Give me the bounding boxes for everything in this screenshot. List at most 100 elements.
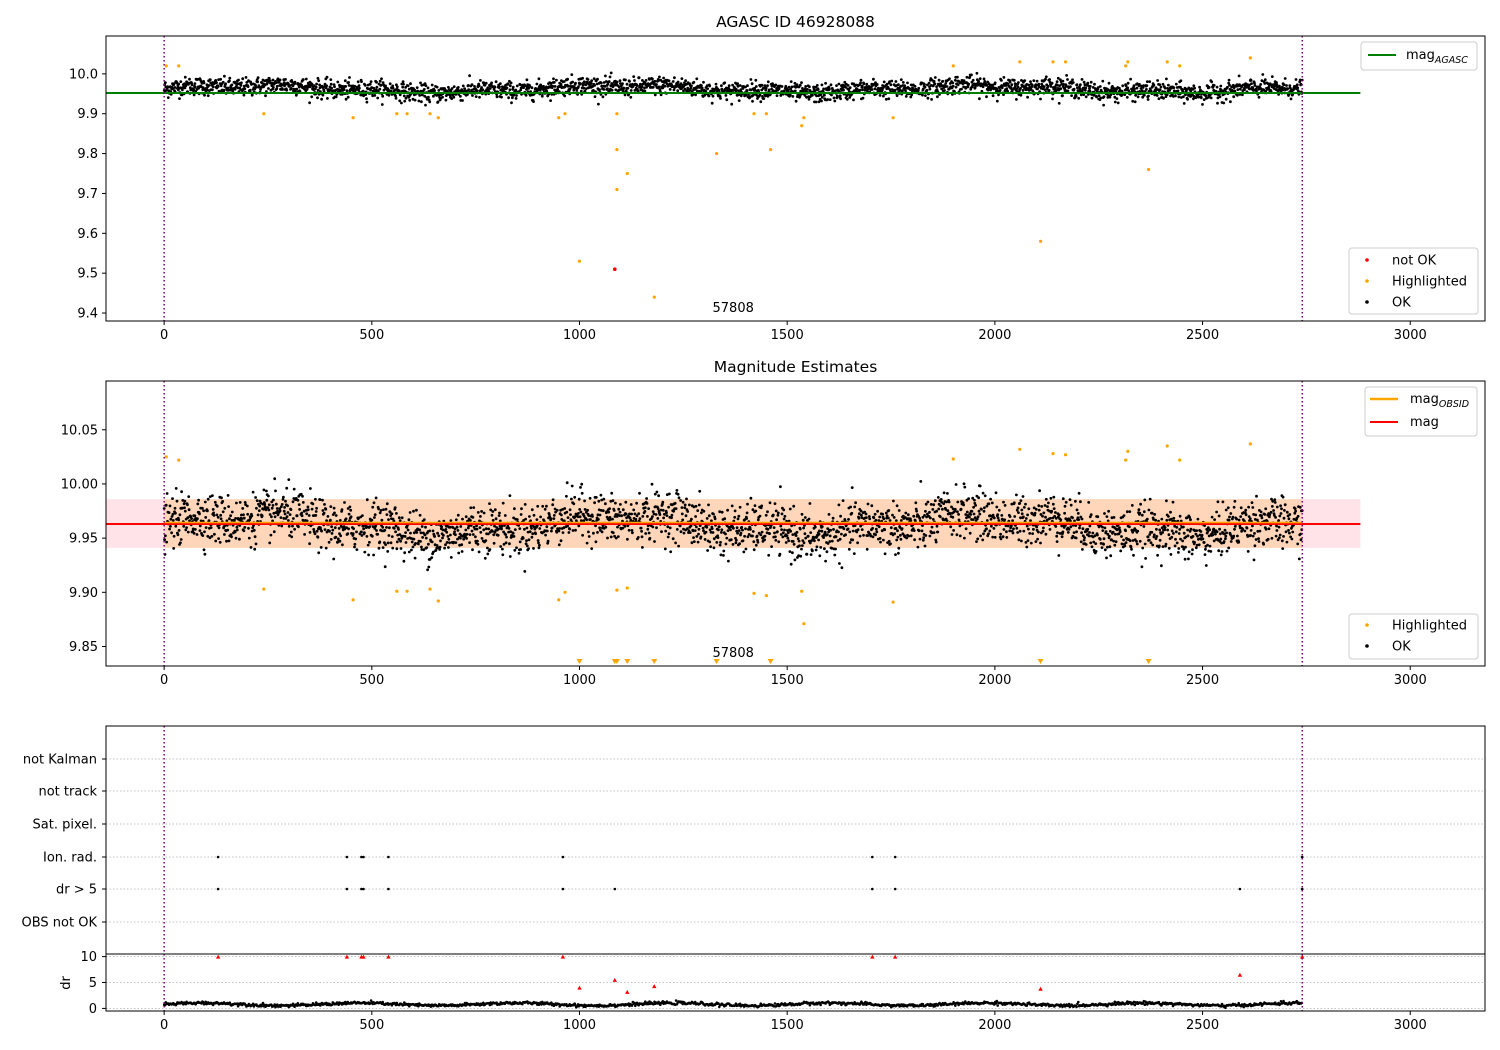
- ok-point: [604, 74, 607, 78]
- ok-point: [971, 78, 975, 82]
- ok-point: [930, 525, 934, 529]
- ok-point: [791, 551, 794, 555]
- ok-point: [1026, 95, 1029, 99]
- ok-point: [1172, 86, 1176, 90]
- ok-point: [169, 525, 172, 528]
- ok-point: [703, 538, 707, 541]
- ok-point: [326, 97, 329, 100]
- ok-point: [653, 79, 657, 83]
- ok-point: [1078, 85, 1081, 89]
- ok-point: [222, 88, 226, 92]
- ok-point: [459, 525, 463, 528]
- ok-point: [798, 83, 802, 87]
- ok-point: [929, 503, 933, 506]
- ok-point: [976, 515, 980, 519]
- ok-point: [500, 524, 504, 528]
- ok-point: [1109, 93, 1113, 97]
- ok-point: [480, 537, 484, 540]
- ok-point: [937, 78, 941, 82]
- ok-point: [507, 96, 510, 100]
- ok-point: [1106, 88, 1110, 91]
- ok-point: [185, 526, 189, 529]
- ok-point: [187, 495, 191, 498]
- ok-point: [399, 539, 402, 543]
- ok-point: [983, 80, 987, 83]
- ok-point: [909, 95, 913, 99]
- ok-point: [827, 85, 831, 89]
- ok-point: [1158, 88, 1162, 92]
- ok-point: [337, 527, 341, 530]
- ok-point: [1212, 84, 1216, 87]
- ok-point: [514, 88, 518, 92]
- ok-point: [793, 558, 797, 562]
- ok-point: [969, 513, 973, 516]
- ok-point: [317, 551, 321, 555]
- ok-point: [1039, 541, 1042, 545]
- ok-point: [752, 540, 756, 544]
- ok-point: [1027, 527, 1030, 531]
- ok-point: [865, 82, 869, 86]
- ok-point: [470, 88, 473, 92]
- ok-point: [737, 99, 741, 102]
- ok-point: [851, 529, 855, 533]
- ok-point: [559, 539, 563, 543]
- ok-point: [802, 526, 805, 530]
- ok-point: [1124, 84, 1128, 88]
- ok-point: [492, 88, 496, 91]
- ok-point: [219, 517, 223, 521]
- ok-point: [245, 81, 249, 84]
- ok-point: [692, 540, 696, 543]
- ok-point: [842, 88, 845, 92]
- ok-point: [569, 513, 572, 516]
- ok-point: [436, 100, 440, 104]
- ok-point: [403, 535, 407, 538]
- ok-point: [183, 509, 187, 513]
- ok-point: [475, 89, 479, 93]
- ok-point: [838, 94, 842, 98]
- highlighted-point: [1178, 64, 1182, 68]
- ok-point: [216, 515, 220, 519]
- ok-point: [842, 527, 846, 531]
- ok-point: [1029, 541, 1033, 545]
- ok-point: [800, 547, 803, 551]
- ok-point: [513, 548, 517, 552]
- ok-point: [385, 502, 389, 506]
- y-tick-label: 10.00: [61, 477, 98, 492]
- ok-point: [382, 88, 386, 92]
- ok-point: [397, 528, 400, 531]
- ok-point: [699, 535, 703, 539]
- ok-point: [519, 548, 523, 551]
- ok-point: [717, 528, 720, 532]
- ok-point: [1041, 514, 1044, 518]
- ok-point: [432, 94, 435, 98]
- ok-point: [584, 87, 588, 90]
- ok-point: [627, 528, 631, 532]
- ok-point: [454, 541, 458, 544]
- ok-point: [1039, 97, 1042, 101]
- ok-point: [1025, 524, 1029, 528]
- ok-point: [228, 88, 232, 92]
- ok-point: [552, 514, 556, 517]
- ok-point: [344, 85, 348, 88]
- ok-point: [751, 534, 754, 538]
- ok-point: [1270, 75, 1274, 78]
- ok-point: [324, 86, 328, 90]
- ok-point: [461, 517, 464, 521]
- ok-point: [987, 532, 990, 536]
- ok-point: [736, 84, 740, 88]
- ok-point: [823, 547, 826, 551]
- ok-point: [503, 514, 507, 517]
- ok-point: [1030, 83, 1034, 87]
- ok-point: [402, 559, 406, 563]
- ok-point: [714, 82, 718, 86]
- ok-point: [346, 95, 350, 99]
- ok-point: [924, 502, 928, 506]
- ok-point: [195, 533, 199, 536]
- ok-point: [387, 93, 391, 97]
- ok-point: [251, 490, 255, 494]
- ok-point: [289, 87, 293, 90]
- ok-point: [465, 532, 469, 536]
- ok-point: [443, 546, 446, 550]
- ok-point: [978, 97, 981, 101]
- ok-point: [1174, 82, 1178, 86]
